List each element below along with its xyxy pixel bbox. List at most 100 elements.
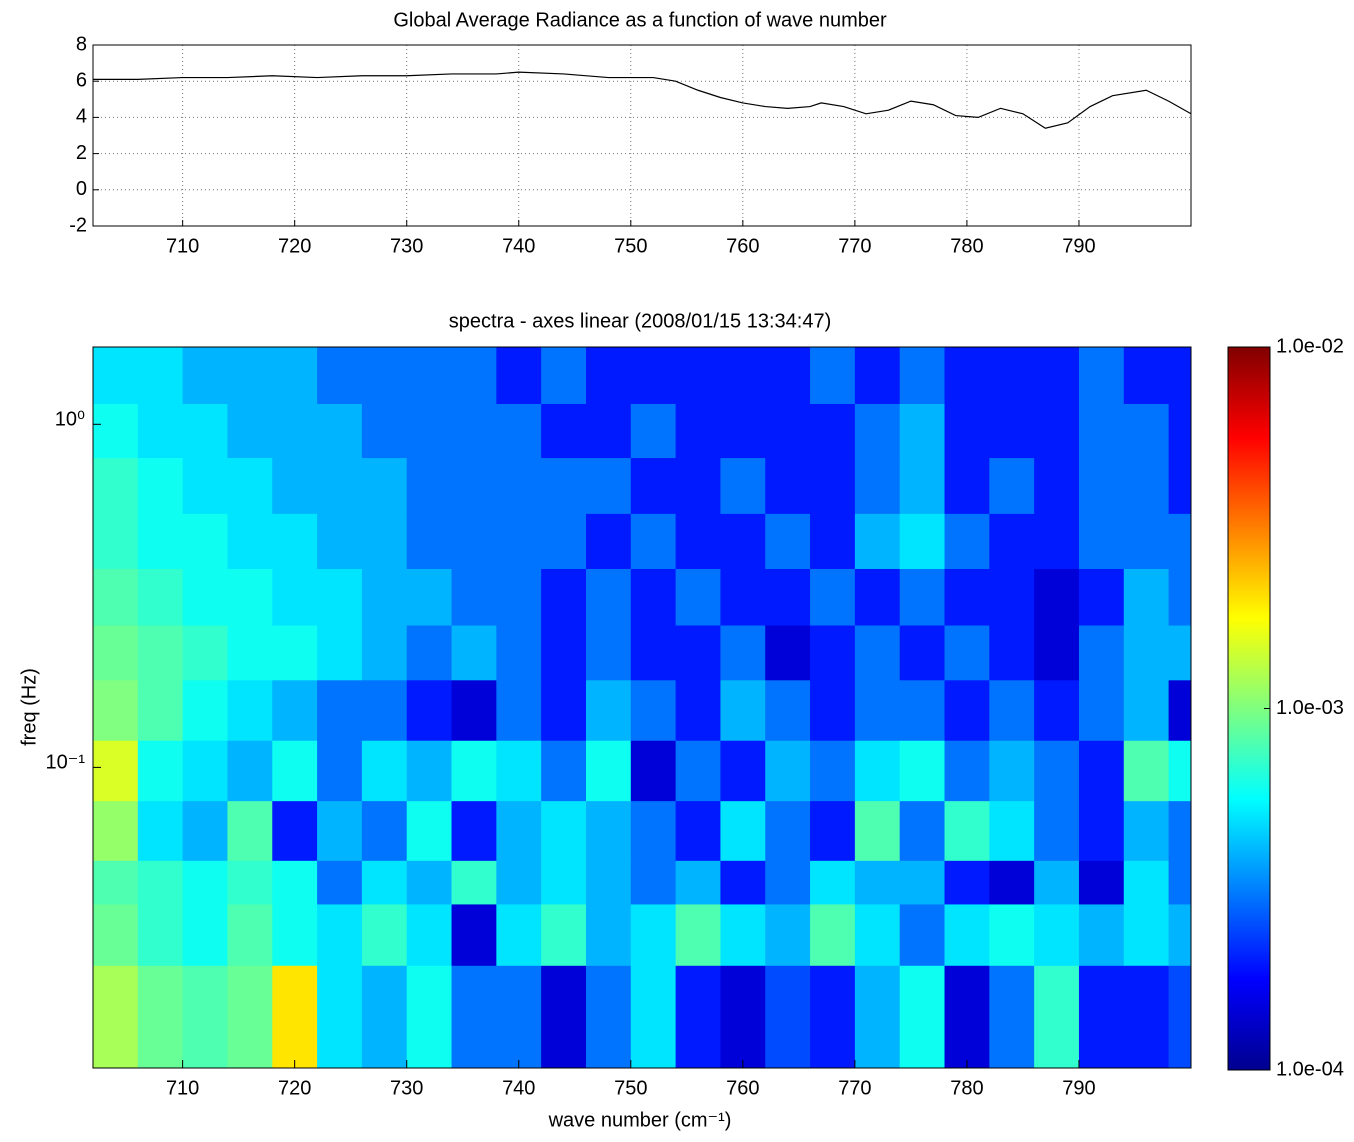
heatmap-cell — [406, 568, 453, 626]
heatmap-cell — [1168, 860, 1192, 905]
heatmap-cell — [317, 457, 363, 514]
x-tick-label: 770 — [838, 235, 871, 257]
heatmap-cell — [137, 965, 184, 1069]
heatmap-cell — [854, 625, 901, 681]
heatmap-cell — [854, 457, 901, 514]
heatmap-cell — [989, 740, 1035, 802]
heatmap-cell — [93, 457, 139, 514]
heatmap-cell — [944, 347, 990, 404]
heatmap-cell — [630, 740, 677, 802]
heatmap-cell — [496, 625, 542, 681]
heatmap-cell — [496, 800, 542, 861]
y-axis-label: freq (Hz) — [18, 668, 40, 746]
heatmap-cell — [227, 457, 273, 514]
x-tick-label: 790 — [1062, 1077, 1095, 1099]
heatmap-cell — [1123, 625, 1170, 681]
heatmap-cell — [361, 860, 408, 905]
heatmap-cell — [1168, 965, 1192, 1069]
heatmap-cell — [630, 457, 677, 514]
x-tick-label: 770 — [838, 1077, 871, 1099]
heatmap-cell — [720, 965, 766, 1069]
heatmap-cell — [227, 800, 273, 861]
heatmap-cell — [944, 568, 990, 626]
heatmap-cell — [675, 625, 721, 681]
heatmap-cell — [541, 903, 587, 966]
heatmap-cell — [1123, 403, 1170, 459]
heatmap-cell — [496, 903, 542, 966]
x-tick-label: 720 — [278, 235, 311, 257]
heatmap-cell — [720, 568, 766, 626]
x-tick-label: 730 — [390, 235, 423, 257]
heatmap-cell — [675, 800, 721, 861]
heatmap-cell — [989, 625, 1035, 681]
heatmap-cell — [272, 740, 318, 802]
heatmap-cell — [585, 347, 632, 404]
heatmap-cell — [1168, 800, 1192, 861]
heatmap-cell — [989, 800, 1035, 861]
heatmap-cell — [317, 800, 363, 861]
heatmap-cell — [989, 965, 1035, 1069]
heatmap-title: spectra - axes linear (2008/01/15 13:34:… — [449, 310, 831, 332]
heatmap-cell — [899, 800, 946, 861]
heatmap-cell — [810, 568, 856, 626]
x-tick-label: 720 — [278, 1077, 311, 1099]
x-tick-label: 740 — [502, 1077, 535, 1099]
heatmap-cell — [854, 679, 901, 741]
heatmap-cell — [989, 903, 1035, 966]
heatmap-cell — [1168, 568, 1192, 626]
y-tick-label: 10⁰ — [55, 409, 85, 431]
heatmap-cell — [854, 740, 901, 802]
heatmap-cell — [1168, 679, 1192, 741]
heatmap-cell — [630, 860, 677, 905]
heatmap-cell — [227, 740, 273, 802]
heatmap-cell — [361, 457, 408, 514]
heatmap-cell — [1168, 903, 1192, 966]
heatmap-cell — [944, 903, 990, 966]
heatmap-cell — [496, 679, 542, 741]
heatmap-cell — [1123, 457, 1170, 514]
heatmap-cell — [227, 568, 273, 626]
heatmap-cell — [272, 625, 318, 681]
plot-frame — [92, 44, 1192, 227]
heatmap-cell — [720, 740, 766, 802]
heatmap-cell — [93, 679, 139, 741]
heatmap-cell — [1168, 513, 1192, 569]
heatmap-cell — [989, 347, 1035, 404]
plot-area — [93, 45, 1191, 226]
heatmap-cell — [93, 347, 139, 404]
heatmap-cell — [406, 965, 453, 1069]
heatmap-cell — [227, 625, 273, 681]
heatmap-cell — [227, 860, 273, 905]
heatmap-cell — [137, 403, 184, 459]
heatmap-cell — [317, 860, 363, 905]
y-tick-label: -2 — [69, 214, 87, 236]
heatmap-cell — [1123, 347, 1170, 404]
heatmap-cell — [854, 568, 901, 626]
heatmap-cell — [720, 679, 766, 741]
heatmap-cell — [272, 403, 318, 459]
line-chart-title: Global Average Radiance as a function of… — [393, 9, 887, 31]
heatmap-cell — [272, 679, 318, 741]
heatmap-cell — [361, 625, 408, 681]
heatmap-cell — [1034, 457, 1080, 514]
heatmap-cell — [765, 568, 811, 626]
heatmap-cell — [361, 903, 408, 966]
heatmap-cell — [361, 568, 408, 626]
heatmap-cell — [1168, 625, 1192, 681]
heatmap-cell — [317, 347, 363, 404]
heatmap-cell — [765, 347, 811, 404]
heatmap-cell — [585, 403, 632, 459]
heatmap-cell — [585, 965, 632, 1069]
y-tick-label: 10⁻¹ — [46, 752, 86, 774]
heatmap-cell — [585, 903, 632, 966]
heatmap-cell — [675, 568, 721, 626]
heatmap-cell — [630, 347, 677, 404]
heatmap-cell — [182, 903, 228, 966]
heatmap-cell — [585, 860, 632, 905]
heatmap-cell — [93, 740, 139, 802]
heatmap-cell — [137, 903, 184, 966]
colorbar — [1227, 346, 1271, 1071]
heatmap-cell — [720, 513, 766, 569]
heatmap-cell — [675, 513, 721, 569]
heatmap-cell — [720, 403, 766, 459]
